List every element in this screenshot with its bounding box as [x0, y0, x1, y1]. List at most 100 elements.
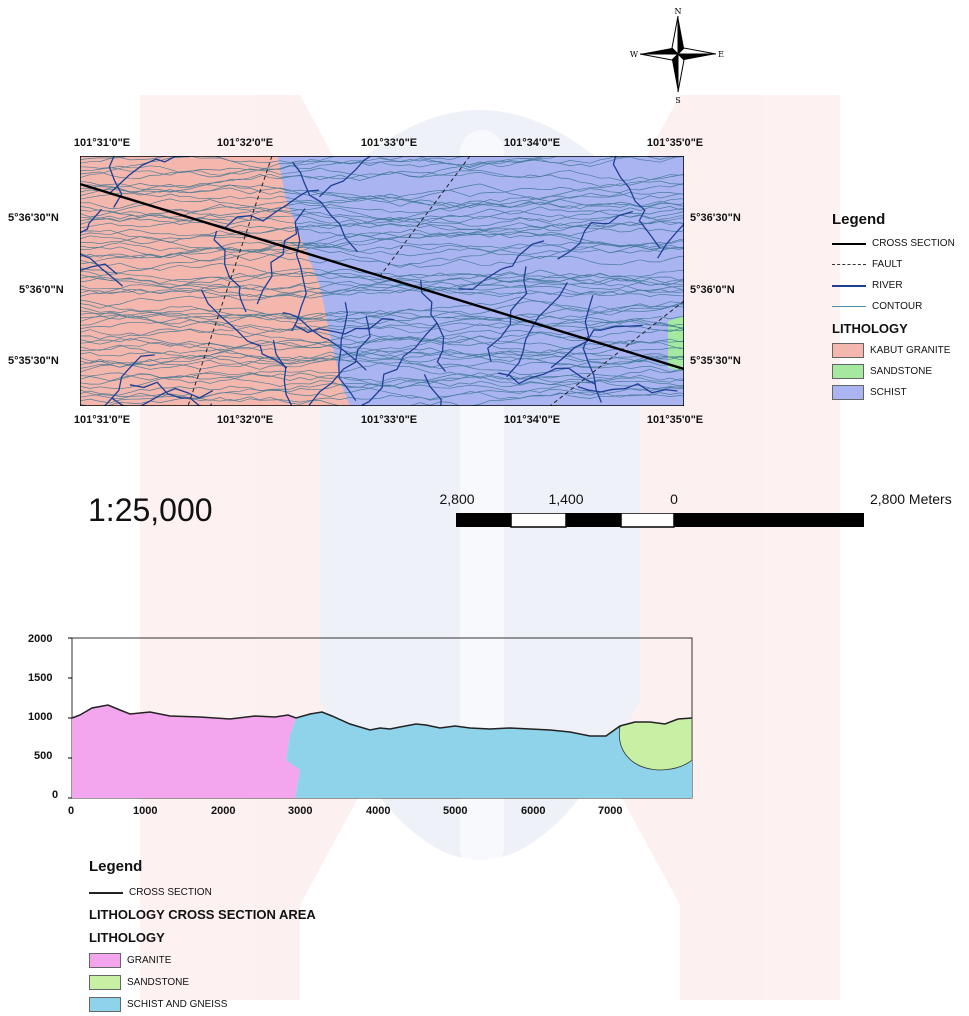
north-label: N	[675, 7, 682, 16]
contour-line	[80, 169, 684, 193]
contour-line	[80, 281, 684, 297]
x-tick-label: 7000	[598, 805, 623, 817]
contour-line	[80, 349, 684, 370]
section-area-title: LITHOLOGY CROSS SECTION AREA	[89, 907, 316, 922]
fault-lines	[187, 156, 684, 406]
legend-item-schist: SCHIST	[832, 385, 907, 400]
contour-line	[80, 269, 684, 297]
river-line	[487, 266, 528, 362]
contour-line	[80, 253, 684, 274]
contour-line	[80, 373, 684, 391]
legend-item-sandstone: SANDSTONE	[832, 364, 932, 379]
contour-line	[80, 355, 684, 381]
river-line	[291, 161, 358, 253]
lat-label: 5°35'30"N	[8, 355, 59, 367]
lon-label: 101°33'0"E	[360, 137, 418, 149]
river-line	[110, 387, 214, 406]
lat-label: 5°36'30"N	[8, 212, 59, 224]
contour-line	[80, 386, 684, 401]
river-line	[506, 282, 568, 378]
river-line	[224, 189, 320, 229]
river-line	[213, 230, 247, 313]
lon-label: 101°32'0"E	[216, 137, 274, 149]
legend-item-granite: GRANITE	[89, 953, 171, 968]
contour-line	[80, 198, 684, 225]
lon-label: 101°35'0"E	[646, 414, 704, 426]
lon-label: 101°31'0"E	[73, 137, 131, 149]
x-tick-label: 1000	[133, 805, 158, 817]
cross-section-line-icon	[89, 891, 123, 894]
lat-label: 5°36'30"N	[690, 212, 741, 224]
scale-label: 1,400	[548, 491, 584, 507]
fault-line-icon	[832, 264, 866, 265]
legend-label: KABUT GRANITE	[870, 345, 951, 356]
lat-label: 5°36'0"N	[19, 284, 64, 296]
river-line	[80, 253, 124, 287]
contour-line	[80, 238, 684, 264]
lon-label: 101°31'0"E	[73, 414, 131, 426]
contour-lines	[80, 156, 684, 406]
legend-label: CROSS SECTION	[129, 887, 212, 898]
lon-label: 101°33'0"E	[360, 414, 418, 426]
geology-map	[80, 156, 684, 406]
granite-swatch	[89, 953, 121, 968]
x-tick-label: 2000	[211, 805, 236, 817]
granite-section	[72, 705, 300, 798]
river-line	[80, 263, 118, 275]
river-line	[420, 280, 447, 373]
contour-line	[80, 188, 684, 209]
schist-swatch	[832, 385, 864, 400]
scale-bar-graphic	[456, 513, 864, 528]
contour-line	[80, 336, 684, 363]
scale-label: 0	[670, 491, 678, 507]
y-tick-label: 1500	[28, 672, 53, 684]
scale-label: 2,800	[439, 491, 475, 507]
east-label: E	[718, 50, 724, 59]
legend-label: SCHIST AND GNEISS	[127, 999, 228, 1010]
section-legend-title: Legend	[89, 858, 143, 875]
scale-ratio: 1:25,000	[88, 492, 213, 528]
y-tick-label: 1000	[28, 711, 53, 723]
contour-line	[80, 314, 684, 351]
legend-label: SANDSTONE	[127, 977, 190, 988]
sandstone-area	[668, 316, 684, 371]
lat-label: 5°36'0"N	[690, 284, 735, 296]
river-line	[657, 223, 684, 259]
legend-label: SANDSTONE	[870, 366, 933, 377]
x-tick-label: 6000	[521, 805, 546, 817]
river-line	[550, 324, 643, 369]
contour-line	[80, 299, 684, 322]
lon-label: 101°34'0"E	[503, 414, 561, 426]
lon-label: 101°34'0"E	[503, 137, 561, 149]
legend-label: FAULT	[872, 259, 903, 270]
contour-line	[80, 156, 546, 176]
legend-label: RIVER	[872, 280, 903, 291]
x-tick-label: 3000	[288, 805, 313, 817]
cross-section-line-icon	[832, 242, 866, 245]
contour-line	[80, 274, 684, 301]
river-line	[282, 311, 367, 371]
schist-swatch	[89, 997, 121, 1012]
y-tick-label: 500	[34, 750, 53, 762]
river-line	[308, 315, 371, 406]
contour-line	[80, 156, 684, 187]
west-label: W	[630, 50, 639, 59]
map-legend-title: Legend	[832, 211, 886, 228]
south-label: S	[675, 96, 680, 105]
contour-line	[80, 231, 684, 250]
legend-item-river: RIVER	[832, 280, 903, 291]
legend-label: CROSS SECTION	[872, 238, 955, 249]
contour-line	[80, 361, 684, 390]
contour-line	[80, 184, 684, 200]
contour-line	[80, 311, 684, 330]
river-line	[200, 289, 288, 369]
sandstone-swatch	[832, 364, 864, 379]
contour-line	[80, 283, 684, 309]
contour-line	[80, 231, 684, 262]
legend-label: GRANITE	[127, 955, 172, 966]
river-line	[423, 374, 442, 406]
legend-label: CONTOUR	[872, 301, 923, 312]
contour-line	[80, 317, 684, 340]
river-line	[272, 340, 293, 406]
x-tick-label: 5000	[443, 805, 468, 817]
